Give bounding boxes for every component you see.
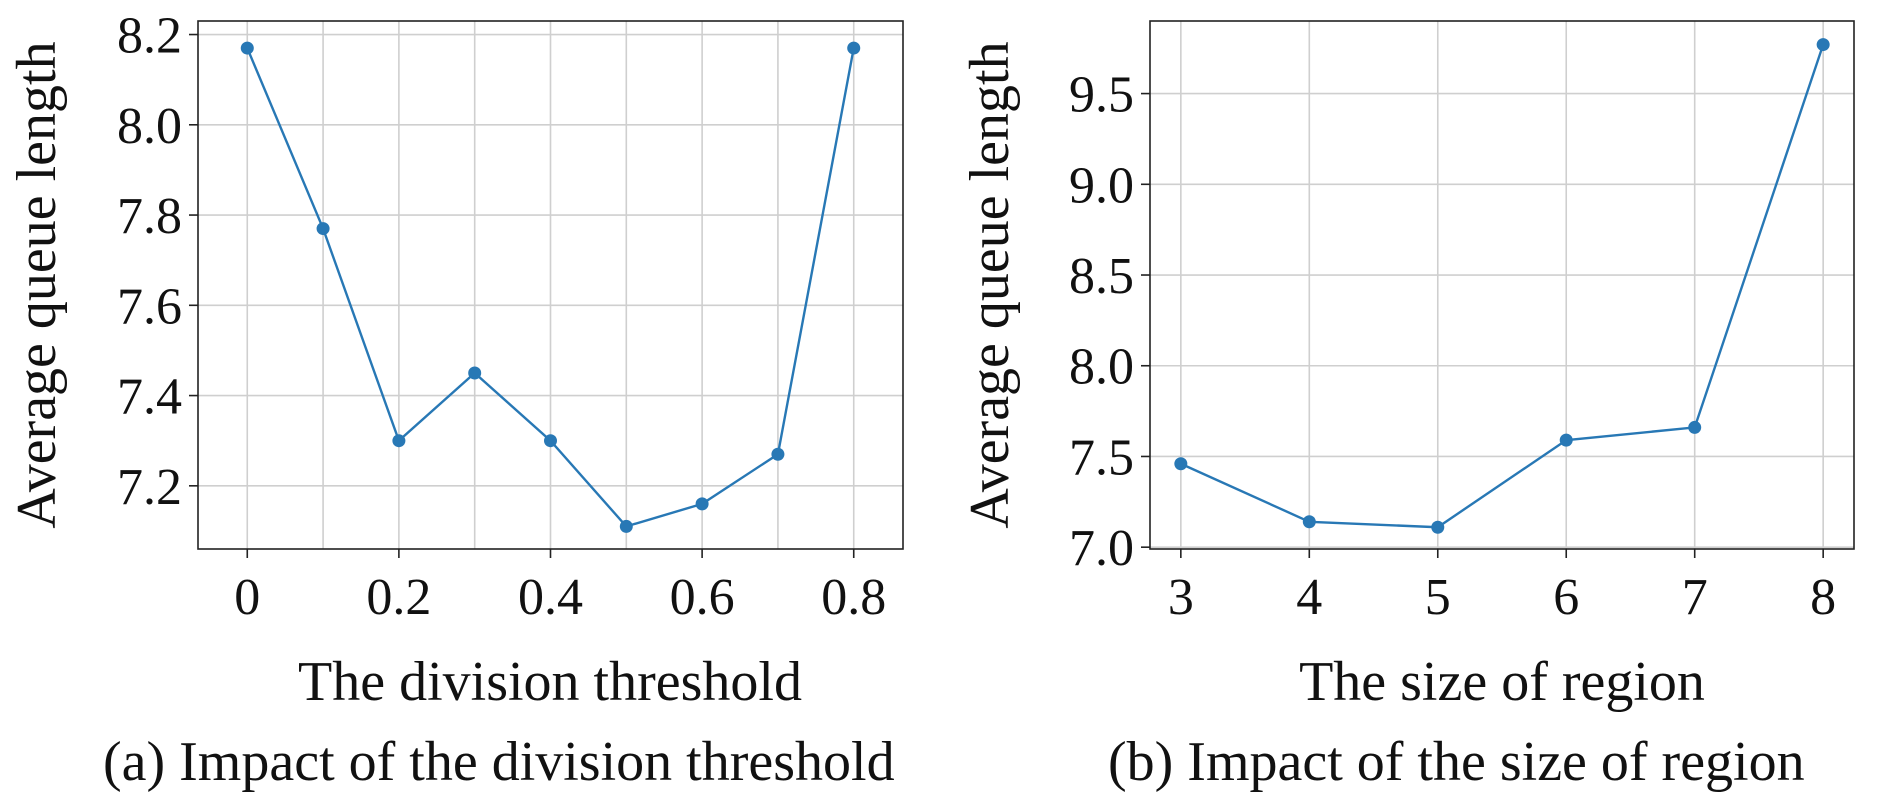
data-point <box>1431 520 1445 534</box>
data-point <box>392 434 406 448</box>
x-tick-label: 0.2 <box>366 569 431 626</box>
y-tick-label: 7.5 <box>1069 429 1134 486</box>
y-tick-label: 7.2 <box>117 459 182 516</box>
x-tick-label: 5 <box>1425 569 1451 626</box>
chart-a: 7.2 7.4 7.6 7.8 8.0 8.2 0 0.2 0.4 0.6 0.8 The divis… <box>6 8 904 713</box>
x-tick-label: 0 <box>234 569 260 626</box>
data-point <box>1302 515 1316 529</box>
data-point <box>1174 457 1188 471</box>
data-point <box>847 41 861 55</box>
y-tick-label: 8.5 <box>1069 248 1134 305</box>
data-point <box>240 41 254 55</box>
data-point <box>468 366 482 380</box>
series-line <box>1180 44 1825 529</box>
x-axis-label: The size of region <box>1299 651 1705 713</box>
data-point <box>1688 420 1702 434</box>
y-tick-label: 8.0 <box>1069 339 1134 396</box>
y-tick-label: 8.0 <box>117 98 182 155</box>
data-point <box>695 497 709 511</box>
x-tick-label: 7 <box>1682 569 1708 626</box>
y-tick-label: 8.2 <box>117 8 182 65</box>
plot-frame <box>1149 20 1855 550</box>
caption-a: (a) Impact of the division threshold <box>103 731 895 793</box>
caption-b: (b) Impact of the size of region <box>1108 731 1805 793</box>
data-point <box>1559 433 1573 447</box>
x-tick-label: 0.8 <box>821 569 886 626</box>
x-tick-label: 3 <box>1168 569 1194 626</box>
y-tick-label: 9.0 <box>1069 157 1134 214</box>
data-point <box>1816 38 1830 52</box>
y-tick-label: 7.4 <box>117 369 182 426</box>
x-tick-label: 0.6 <box>670 569 735 626</box>
y-tick-label: 7.6 <box>117 278 182 335</box>
x-tick-label: 4 <box>1296 569 1322 626</box>
data-point <box>619 519 633 533</box>
y-tick-label: 9.5 <box>1069 67 1134 124</box>
x-tick-label: 8 <box>1810 569 1836 626</box>
data-point <box>771 447 785 461</box>
y-tick-label: 7.8 <box>117 188 182 245</box>
data-point <box>544 434 557 448</box>
y-axis-label: Average queue length <box>6 41 68 528</box>
x-axis-label: The division threshold <box>298 651 802 713</box>
x-tick-label: 0.4 <box>518 569 583 626</box>
y-tick-label: 7.0 <box>1069 520 1134 577</box>
chart-b: 7.0 7.5 8.0 8.5 9.0 9.5 3 4 5 6 7 8 The size of regi… <box>959 20 1855 713</box>
data-point <box>316 222 330 236</box>
y-axis-label: Average queue length <box>959 41 1021 528</box>
x-tick-label: 6 <box>1553 569 1579 626</box>
